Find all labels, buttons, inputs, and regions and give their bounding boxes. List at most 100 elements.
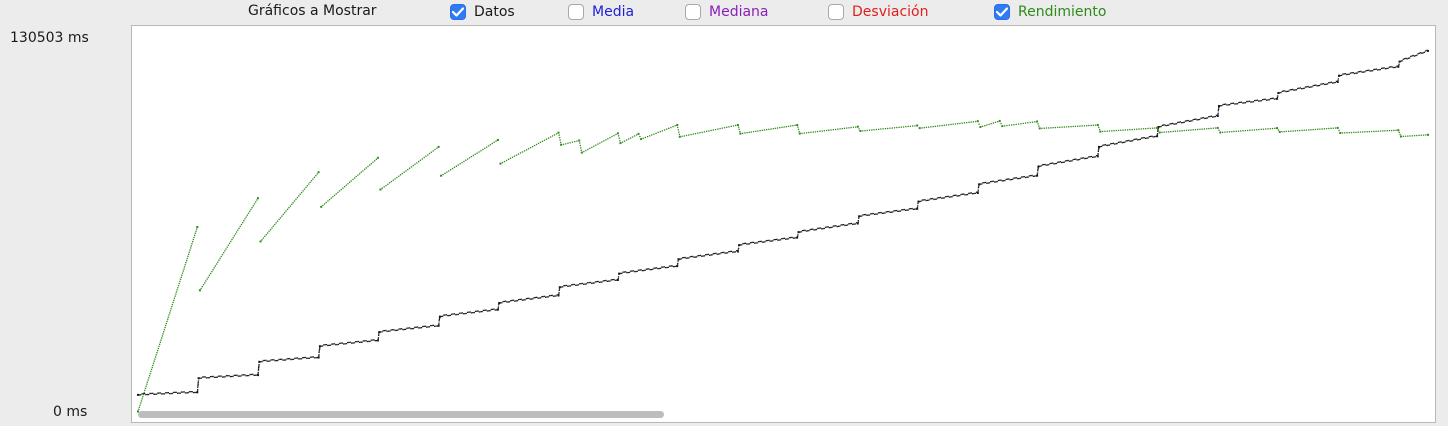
data-dot [711,254,713,256]
data-dot [524,299,526,301]
desviacion-checkbox-box[interactable] [828,4,844,20]
media-checkbox[interactable]: Media [568,3,634,21]
data-dot [1355,72,1357,74]
rendimiento-checkbox[interactable]: Rendimiento [994,3,1106,21]
mediana-checkbox[interactable]: Mediana [685,3,769,21]
data-dot [486,146,488,148]
data-dot [1147,137,1149,139]
data-dot [1170,123,1172,125]
data-dot [785,126,787,128]
data-dot [1168,131,1170,133]
mediana-checkbox-box[interactable] [685,4,701,20]
data-dot [1413,55,1416,57]
data-dot [333,194,336,196]
data-dot [970,192,972,194]
data-dot [1008,178,1010,180]
data-dot [1338,129,1340,132]
data-dot [1098,147,1100,149]
data-dot [1028,175,1031,177]
data-dot [1052,162,1054,164]
data-dot [1094,156,1096,158]
data-dot [377,338,379,340]
data-dot [546,296,548,298]
data-dot [562,143,565,145]
data-dot [759,130,761,132]
data-dot [822,228,824,230]
data-dot [697,255,699,257]
data-dot [1248,100,1251,102]
data-dot [834,225,836,227]
data-dot [825,226,827,228]
data-dot [681,135,683,137]
rendimiento-checkbox-box[interactable] [994,4,1010,20]
media-checkbox-box[interactable] [568,4,584,20]
data-dot [263,359,266,362]
data-dot [855,126,857,128]
data-dot [164,326,166,329]
data-dot [1301,88,1303,90]
data-dot [601,141,603,143]
data-dot [655,132,657,134]
data-dot [463,313,465,315]
data-dot [848,127,850,129]
data-dot [774,127,777,129]
data-dot [165,392,167,394]
data-dot [946,195,948,198]
data-dot [345,184,347,186]
data-dot [299,193,301,195]
data-dot [269,360,271,362]
data-dot [959,195,961,197]
data-point [1036,174,1039,177]
desviacion-checkbox[interactable]: Desviación [828,3,928,21]
data-dot [884,212,886,214]
data-dot [460,312,462,314]
data-dot [318,351,320,353]
data-dot [663,266,665,268]
data-dot [830,226,832,229]
horizontal-scrollbar-thumb[interactable] [138,411,664,418]
data-dot [310,180,313,182]
data-dot [339,342,341,344]
data-dot [921,199,923,201]
data-dot [407,327,409,329]
data-dot [813,229,815,231]
data-dot [436,147,438,149]
data-dot [1242,130,1244,132]
data-dot [560,286,562,288]
data-dot [1407,135,1409,137]
data-dot [1081,157,1083,159]
data-dot [144,387,147,389]
data-dot [1068,126,1070,128]
data-dot [159,343,161,345]
data-dot [506,301,508,303]
data-dot [1132,140,1134,142]
data-dot [349,181,351,183]
data-dot [231,375,233,378]
data-dot [489,144,491,146]
data-dot [258,365,260,367]
data-dot [494,309,496,311]
data-dot [1390,66,1392,68]
datos-checkbox-box[interactable] [450,4,466,20]
data-dot [369,340,371,342]
data-dot [527,297,529,300]
data-dot [899,210,902,212]
data-dot [1409,135,1411,137]
data-dot [1359,131,1362,133]
data-dot [1124,141,1126,143]
data-dot [930,126,932,128]
chart-options-toolbar: Gráficos a Mostrar Datos Media Mediana D… [0,0,1448,24]
data-dot [1269,128,1271,130]
data-dot [425,155,427,157]
data-dot [265,234,267,236]
datos-checkbox[interactable]: Datos [450,3,515,21]
data-dot [459,312,461,314]
data-dot [614,279,616,281]
data-dot [1362,71,1365,73]
data-dot [1400,60,1402,62]
data-dot [859,215,862,217]
data-dot [803,132,805,134]
data-point [1158,131,1161,134]
data-dot [318,354,320,356]
data-dot [323,203,326,205]
